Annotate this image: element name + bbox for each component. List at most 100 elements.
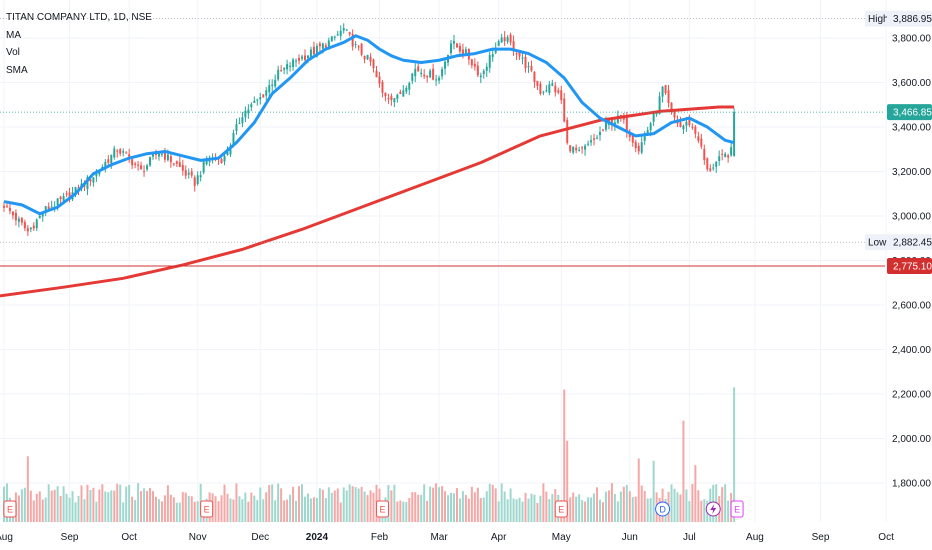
high-value: 3,886.95	[893, 14, 932, 25]
indicator-vol[interactable]: Vol	[6, 47, 20, 58]
volume-bar	[450, 492, 452, 522]
candle-body	[160, 153, 163, 155]
volume-bar	[551, 494, 554, 522]
candle-body	[634, 142, 637, 149]
volume-bar	[569, 497, 572, 522]
candle-body	[643, 135, 646, 141]
candle-body	[152, 154, 154, 157]
candle-body	[616, 115, 619, 123]
candle-body	[301, 56, 303, 59]
volume-bar	[71, 491, 74, 522]
candle-body	[259, 97, 262, 100]
volume-bar	[610, 483, 613, 522]
volume-bar	[530, 493, 533, 522]
volume-bar	[149, 487, 152, 522]
candle-body	[250, 104, 253, 108]
candle-body	[432, 68, 435, 80]
candle-body	[190, 171, 193, 176]
candle-body	[408, 83, 411, 90]
volume-bar	[253, 495, 256, 522]
y-tick-label: 1,800.00	[892, 479, 931, 490]
volume-bar	[324, 498, 327, 522]
candle-body	[241, 117, 244, 124]
candle-body	[163, 152, 166, 160]
y-tick-label: 3,800.00	[892, 34, 931, 45]
candle-body	[137, 164, 140, 166]
low-label-bg	[865, 234, 888, 251]
candle-body	[452, 40, 455, 44]
candle-body	[38, 215, 41, 219]
last-price-badge-bg	[887, 104, 932, 121]
volume-bar	[283, 500, 286, 522]
candle-body	[417, 66, 420, 72]
earnings-marker	[730, 500, 744, 518]
candle-body	[184, 170, 187, 176]
candle-body	[336, 34, 339, 36]
candle-body	[396, 94, 399, 99]
volume-bar	[306, 493, 309, 522]
candle-body	[277, 69, 280, 80]
candle-body	[715, 161, 718, 167]
volume-bar	[441, 486, 444, 522]
candle-body	[509, 34, 512, 43]
candle-body	[590, 140, 593, 143]
candle-body	[384, 92, 387, 97]
candle-body	[333, 36, 336, 38]
candle-body	[601, 129, 604, 131]
candle-body	[223, 156, 226, 162]
volume-bar	[303, 496, 306, 522]
candle-body	[411, 73, 414, 81]
indicator-ma[interactable]: MA	[6, 29, 21, 41]
candle-body	[65, 193, 68, 195]
candle-body	[354, 44, 357, 46]
high-label: High	[868, 14, 889, 25]
volume-bar	[292, 486, 295, 522]
candle-body	[470, 59, 473, 66]
candle-body	[298, 57, 301, 61]
volume-bar	[491, 484, 494, 522]
candle-body	[8, 207, 11, 211]
candle-body	[265, 90, 268, 96]
y-tick-label: 2,600.00	[892, 301, 931, 312]
volume-bar	[494, 488, 497, 522]
candle-body	[378, 76, 381, 84]
candle-body	[578, 149, 581, 151]
candle-body	[628, 132, 631, 137]
candle-body	[476, 65, 479, 76]
candle-body	[724, 153, 727, 158]
volume-bar	[163, 495, 166, 522]
candle-body	[146, 165, 149, 170]
candle-body	[682, 125, 685, 130]
volume-bar	[604, 491, 607, 522]
y-tick-label: 3,600.00	[892, 78, 931, 89]
volume-bar	[536, 502, 539, 522]
low-value-bg	[887, 234, 932, 251]
volume-bar	[157, 499, 160, 522]
candle-body	[455, 43, 458, 48]
candle-body	[292, 59, 295, 68]
chart-grid	[0, 0, 887, 522]
candle-body	[730, 147, 733, 156]
volume-bar	[640, 485, 643, 522]
volume-bar	[339, 502, 342, 522]
volume-bar	[485, 491, 488, 522]
volume-bar	[578, 494, 581, 522]
candle-body	[512, 41, 515, 52]
candle-body	[491, 54, 494, 58]
price-axis: 3,800.00 3,600.00 3,400.00 3,200.00 3,000.00…	[865, 10, 932, 490]
sma-level-badge: 2,775.10	[893, 262, 932, 273]
candle-body	[104, 161, 107, 168]
x-tick-label: Sep	[812, 532, 830, 543]
volume-bar	[482, 497, 485, 522]
indicator-sma[interactable]: SMA	[6, 64, 28, 76]
x-tick-label: Jul	[683, 532, 696, 543]
candle-body	[444, 61, 447, 69]
candle-body	[479, 75, 482, 78]
volume-bar	[470, 486, 473, 522]
volume-bar	[539, 495, 542, 522]
volume-bar	[423, 484, 426, 522]
volume-bar	[515, 499, 518, 522]
candle-body	[274, 79, 277, 87]
volume-bar	[545, 491, 548, 522]
